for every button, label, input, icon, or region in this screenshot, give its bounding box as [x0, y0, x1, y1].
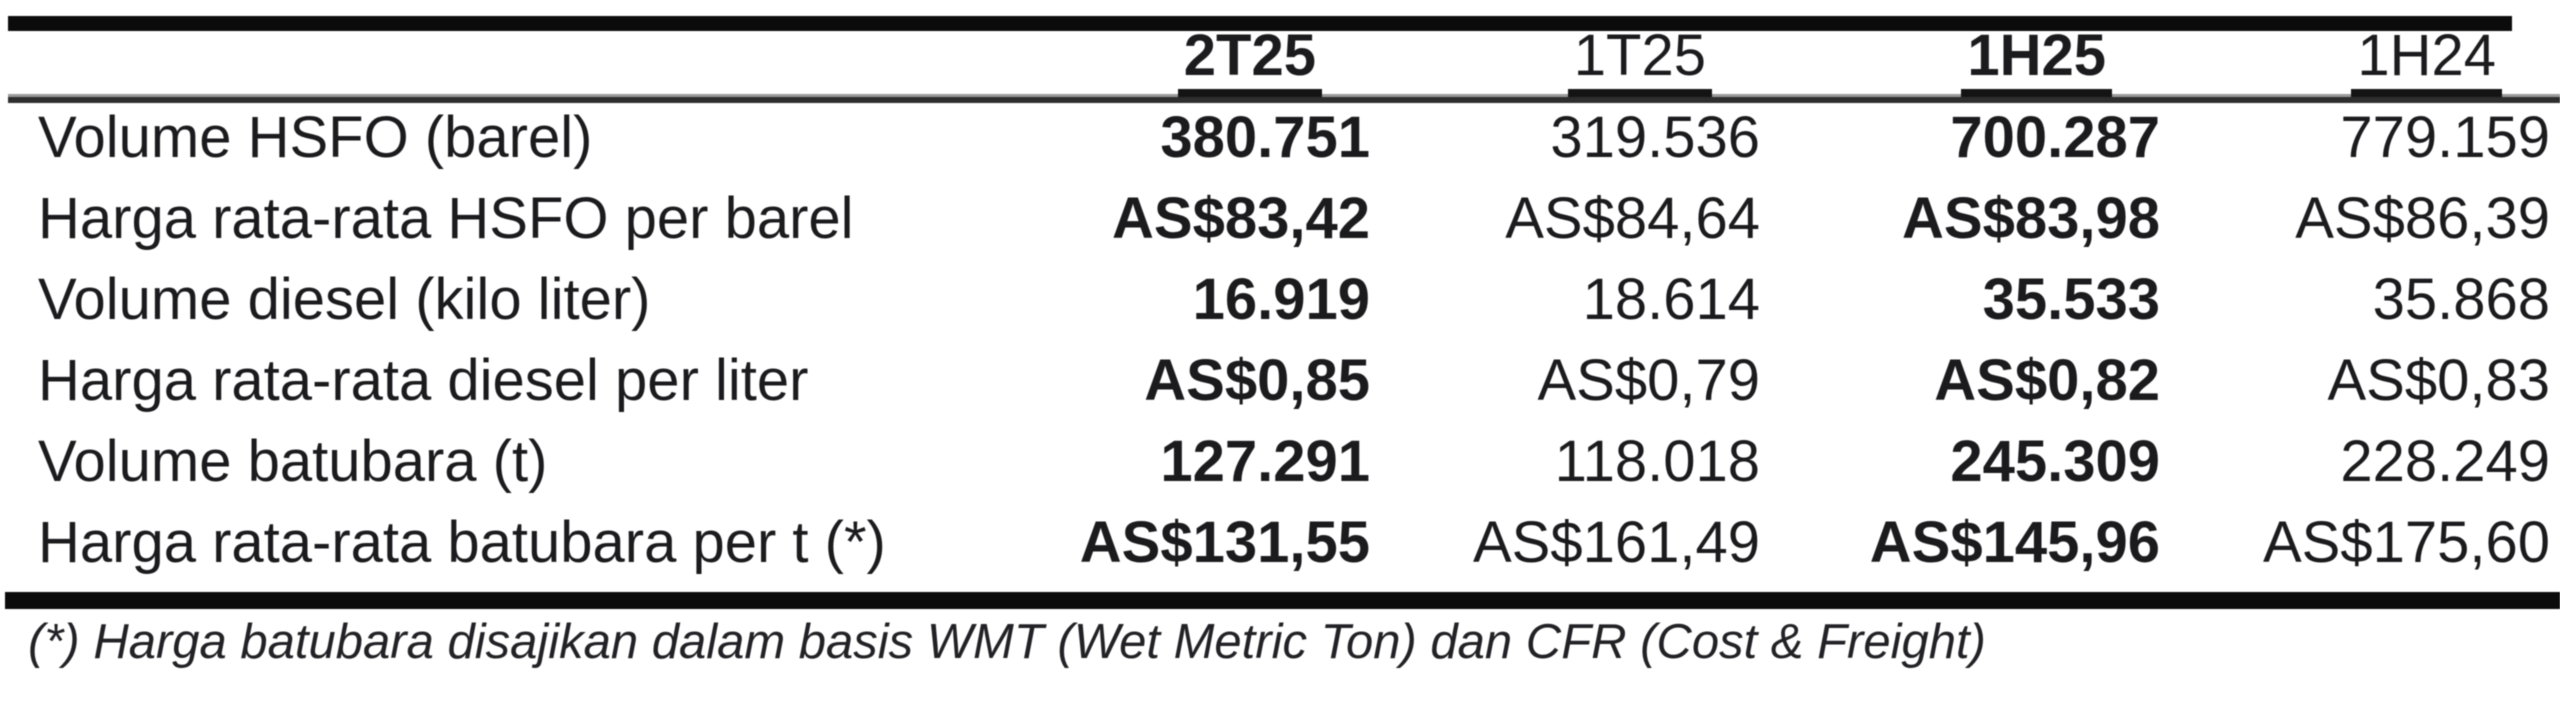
cell-1h24: 35.868 [2372, 266, 2550, 332]
column-header-1h25: 1H25 [1770, 26, 2170, 97]
cell-2t25: AS$0,85 [1144, 347, 1370, 413]
row-label: Harga rata-rata HSFO per barel [38, 185, 854, 251]
cell-1h25: AS$83,98 [1902, 185, 2160, 251]
table-row-harga-hsfo: Harga rata-rata HSFO per barel AS$83,42 … [0, 178, 2560, 259]
cell-2t25: AS$131,55 [1079, 509, 1370, 575]
cell-2t25: 16.919 [1192, 266, 1370, 332]
cell-2t25: 380.751 [1160, 104, 1370, 170]
row-label: Harga rata-rata diesel per liter [38, 347, 809, 413]
header-separator-rule [8, 97, 2560, 103]
table-top-rule [8, 16, 2512, 31]
cell-1t25: 118.018 [1554, 428, 1760, 494]
table-row-harga-diesel: Harga rata-rata diesel per liter AS$0,85… [0, 340, 2560, 421]
cell-1h25: AS$0,82 [1934, 347, 2160, 413]
cell-1h25: 700.287 [1950, 104, 2160, 170]
cell-1h24: 779.159 [2340, 104, 2550, 170]
column-header-1t25: 1T25 [1380, 26, 1770, 97]
table-header-row: 2T25 1T25 1H25 1H24 [0, 26, 2560, 97]
cell-1h24: 228.249 [2340, 428, 2550, 494]
table-bottom-rule [5, 592, 2560, 609]
table-row-volume-batubara: Volume batubara (t) 127.291 118.018 245.… [0, 421, 2560, 502]
cell-1h24: AS$175,60 [2262, 509, 2550, 575]
row-label: Harga rata-rata batubara per t (*) [38, 509, 886, 575]
cell-1h25: AS$145,96 [1869, 509, 2160, 575]
cell-1t25: 319.536 [1550, 104, 1760, 170]
table-row-volume-hsfo: Volume HSFO (barel) 380.751 319.536 700.… [0, 97, 2560, 178]
column-header-1h24: 1H24 [2170, 26, 2560, 97]
table-row-harga-batubara: Harga rata-rata batubara per t (*) AS$13… [0, 502, 2560, 583]
cell-1h24: AS$0,83 [2327, 347, 2550, 413]
cell-1h25: 245.309 [1950, 428, 2160, 494]
operational-metrics-table: 2T25 1T25 1H25 1H24 Volume HSFO (barel) … [0, 26, 2560, 583]
cell-1t25: AS$161,49 [1472, 509, 1760, 575]
column-header-2t25: 2T25 [1035, 26, 1380, 97]
table-footnote: (*) Harga batubara disajikan dalam basis… [28, 615, 1986, 669]
cell-1h25: 35.533 [1982, 266, 2160, 332]
cell-1h24: AS$86,39 [2295, 185, 2550, 251]
cell-1t25: AS$84,64 [1505, 185, 1760, 251]
cell-2t25: AS$83,42 [1112, 185, 1370, 251]
row-label: Volume HSFO (barel) [38, 104, 593, 170]
row-label: Volume diesel (kilo liter) [38, 266, 651, 332]
row-label: Volume batubara (t) [38, 428, 548, 494]
cell-1t25: AS$0,79 [1537, 347, 1760, 413]
cell-2t25: 127.291 [1160, 428, 1370, 494]
column-header-blank [0, 26, 1035, 97]
cell-1t25: 18.614 [1582, 266, 1760, 332]
table-row-volume-diesel: Volume diesel (kilo liter) 16.919 18.614… [0, 259, 2560, 340]
